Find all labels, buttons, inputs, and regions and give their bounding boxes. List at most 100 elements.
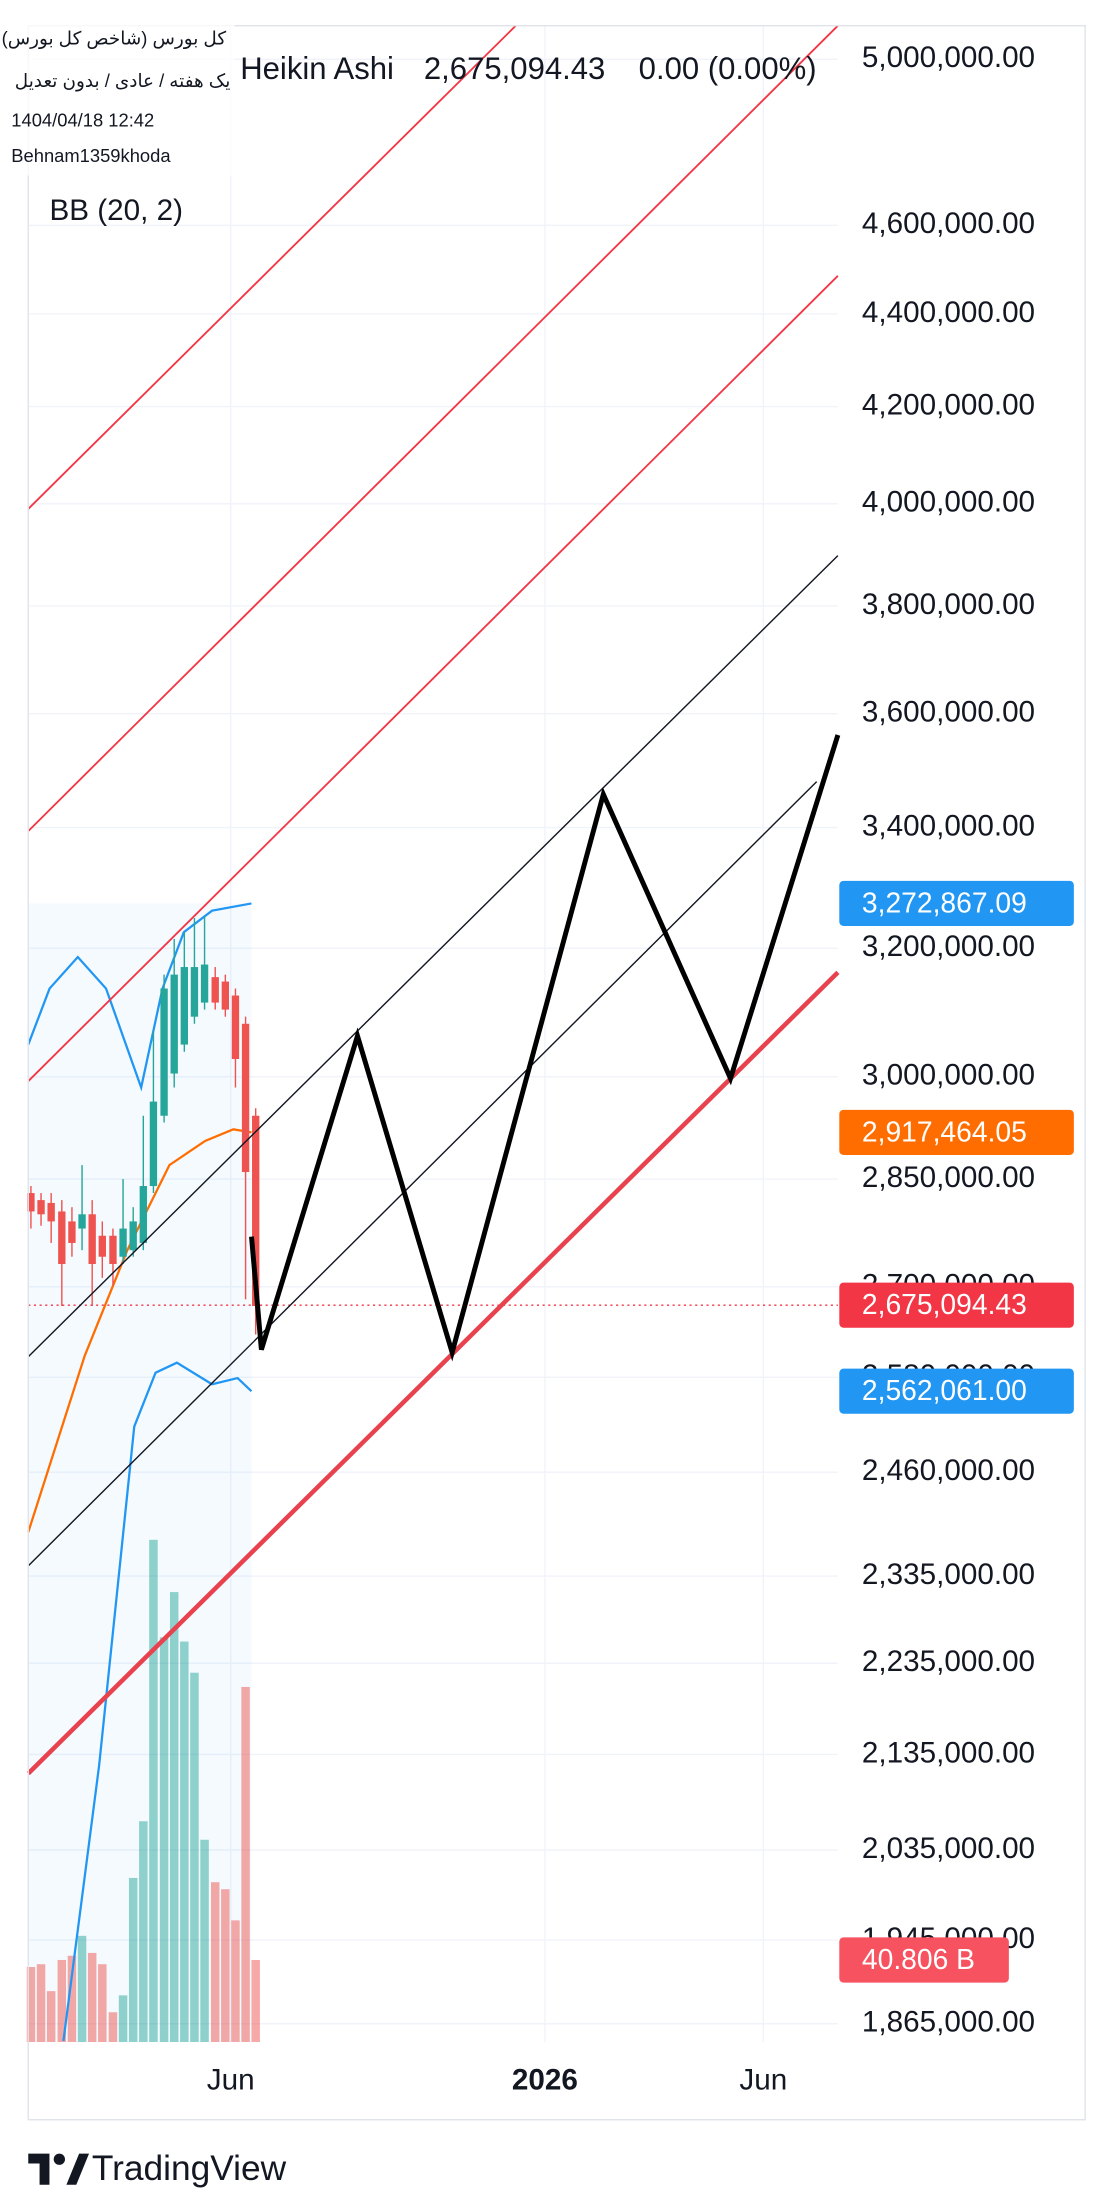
price-axis: 5,000,000.00 4,600,000.00 4,400,000.00 4,20… — [207, 41, 1035, 2096]
y-tick-label: 4,200,000.00 — [862, 388, 1035, 421]
candle-body — [139, 1186, 147, 1243]
bollinger-upper — [27, 902, 252, 1092]
volume-bar — [231, 1920, 240, 2042]
y-tick-label: 3,400,000.00 — [862, 809, 1035, 842]
volume-bar — [190, 1672, 199, 2042]
candle-body — [129, 1221, 137, 1251]
candle-body — [211, 977, 219, 1003]
price-badges: 3,272,867.09 2,917,464.05 2,675,094.43 2,56… — [839, 880, 1074, 1983]
y-tick-label: 2,035,000.00 — [862, 1832, 1035, 1865]
price-badge-label: 40.806 B — [862, 1943, 975, 1975]
candle-body — [88, 1214, 96, 1264]
logo-part — [53, 2153, 65, 2165]
price-badge — [839, 1109, 1074, 1156]
volume-bar — [108, 2012, 118, 2042]
bollinger-basis — [27, 1128, 252, 1533]
candle-body — [149, 1101, 158, 1187]
candle-body — [47, 1202, 55, 1222]
y-tick-label: 3,000,000.00 — [862, 1059, 1035, 1092]
volume-bar — [46, 1991, 56, 2042]
y-tick-label: 4,600,000.00 — [862, 207, 1035, 240]
y-tick-label: 3,600,000.00 — [862, 696, 1035, 729]
y-tick-label: 3,200,000.00 — [862, 930, 1035, 963]
candle-body — [160, 988, 168, 1116]
interval: یک هفته / عادی / بدون تعدیل — [15, 70, 231, 92]
volume-pane — [26, 1539, 260, 2042]
projection-zigzag — [249, 734, 841, 1362]
candle-body — [241, 1023, 250, 1173]
volume-bar — [36, 1964, 46, 2042]
y-tick-label: 2,460,000.00 — [862, 1454, 1035, 1487]
volume-bar — [139, 1821, 148, 2042]
indicator-label: BB (20, 2) — [49, 194, 183, 227]
x-tick-label: 2026 — [512, 2063, 578, 2096]
logo-part — [66, 2153, 90, 2185]
bollinger-lower — [62, 1361, 253, 2042]
volume-bar — [77, 1935, 87, 2042]
y-tick-label: 5,000,000.00 — [862, 41, 1035, 74]
volume-bar — [57, 1959, 67, 2042]
red-channel-line — [27, 275, 839, 1082]
volume-bar — [159, 1637, 169, 2042]
logo-part — [28, 2153, 50, 2185]
candle-body — [119, 1228, 127, 1257]
volume-bar — [118, 1995, 128, 2042]
y-tick-label: 2,335,000.00 — [862, 1558, 1035, 1591]
candle-body — [78, 1214, 86, 1229]
volume-bar — [67, 1955, 77, 2042]
price-badge — [839, 1368, 1074, 1414]
candle-body — [68, 1221, 76, 1243]
y-tick-label: 2,235,000.00 — [862, 1645, 1035, 1678]
author: Behnam1359khoda — [11, 145, 171, 166]
candle-body — [200, 964, 209, 1003]
header-price: 2,675,094.43 — [424, 51, 605, 86]
chart-style: Heikin Ashi — [240, 51, 394, 86]
volume-bar — [251, 1959, 260, 2042]
volume-bar — [169, 1592, 179, 2042]
y-tick-label: 3,800,000.00 — [862, 588, 1035, 621]
price-badge — [839, 1282, 1074, 1328]
y-tick-label: 4,400,000.00 — [862, 296, 1035, 329]
indicators — [27, 902, 253, 2042]
volume-bar — [200, 1839, 209, 2042]
volume-bar — [149, 1539, 158, 2042]
timestamp: 1404/04/18 12:42 — [11, 110, 154, 131]
candle-body — [252, 1115, 260, 1307]
header-backdrop — [5, 17, 235, 176]
volume-bar — [241, 1686, 250, 2042]
red-channel-line — [27, 25, 517, 510]
candle-body — [170, 974, 178, 1074]
black-channel-line — [27, 781, 818, 1567]
symbol: کل بورس (شاخص کل بورس) — [2, 28, 227, 50]
price-badge-label: 2,675,094.43 — [862, 1288, 1027, 1320]
candle-body — [27, 1193, 35, 1212]
price-badge — [839, 880, 1074, 927]
volume-bar — [210, 1882, 220, 2042]
volume-bar — [221, 1889, 230, 2042]
drawings — [26, 25, 841, 1776]
price-badge-label: 2,562,061.00 — [862, 1374, 1027, 1406]
brand: TradingView — [92, 2149, 287, 2188]
candle-body — [109, 1235, 117, 1264]
y-tick-label: 1,865,000.00 — [862, 2006, 1035, 2039]
volume-bar — [98, 1964, 107, 2042]
candle-body — [37, 1200, 45, 1215]
price-badge — [839, 1937, 1009, 1983]
candle-body — [180, 967, 188, 1045]
chart-frame — [27, 24, 1086, 2121]
header-change: 0.00 (0.00%) — [639, 51, 817, 86]
candles — [27, 915, 838, 1335]
candle-body — [221, 981, 230, 1010]
price-badge-label: 2,917,464.05 — [862, 1115, 1027, 1147]
red-channel-line — [27, 25, 839, 832]
black-channel-line — [27, 555, 839, 1358]
price-badge-label: 3,272,867.09 — [862, 886, 1027, 918]
candle-body — [98, 1235, 106, 1257]
volume-bar — [26, 1967, 36, 2042]
x-tick-label: Jun — [207, 2063, 255, 2096]
support-line — [26, 970, 840, 1776]
candle-body — [58, 1211, 66, 1264]
x-tick-label: Jun — [739, 2063, 787, 2096]
